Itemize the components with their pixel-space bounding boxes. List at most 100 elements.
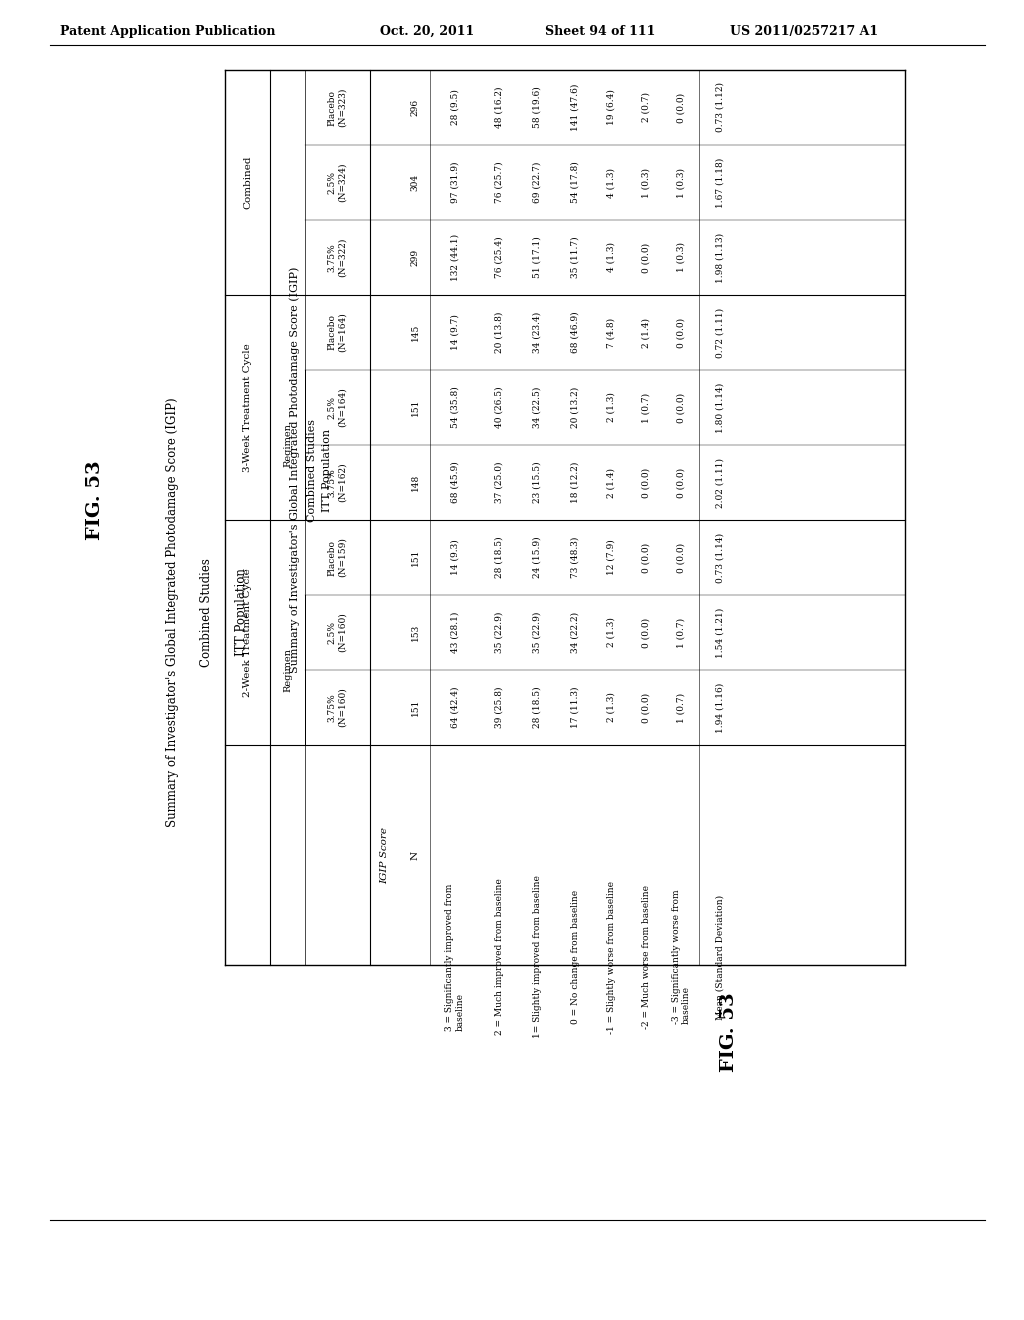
- Text: 20 (13.2): 20 (13.2): [570, 387, 580, 428]
- Text: 0 = No change from baseline: 0 = No change from baseline: [570, 890, 580, 1024]
- Text: Placebo
(N=159): Placebo (N=159): [328, 537, 347, 577]
- Text: 17 (11.3): 17 (11.3): [570, 686, 580, 729]
- Text: 54 (17.8): 54 (17.8): [570, 161, 580, 203]
- Text: 2 = Much improved from baseline: 2 = Much improved from baseline: [495, 879, 504, 1035]
- Text: -2 = Much worse from baseline: -2 = Much worse from baseline: [642, 884, 651, 1030]
- Text: 0 (0.0): 0 (0.0): [642, 618, 651, 648]
- Text: N: N: [411, 850, 420, 859]
- Text: 2 (1.3): 2 (1.3): [607, 618, 616, 647]
- Text: 34 (23.4): 34 (23.4): [532, 312, 542, 354]
- Text: 1.67 (1.18): 1.67 (1.18): [716, 157, 725, 207]
- Text: 64 (42.4): 64 (42.4): [451, 686, 460, 729]
- Text: 153: 153: [411, 624, 420, 642]
- Text: 2.5%
(N=164): 2.5% (N=164): [328, 388, 347, 428]
- Text: 0.73 (1.14): 0.73 (1.14): [716, 532, 725, 582]
- Text: 3.75%
(N=322): 3.75% (N=322): [328, 238, 347, 277]
- Text: 34 (22.5): 34 (22.5): [532, 387, 542, 428]
- Text: 28 (18.5): 28 (18.5): [495, 537, 504, 578]
- Text: 37 (25.0): 37 (25.0): [495, 462, 504, 503]
- Text: 4 (1.3): 4 (1.3): [607, 168, 616, 198]
- Text: 1.94 (1.16): 1.94 (1.16): [716, 682, 725, 733]
- Text: 141 (47.6): 141 (47.6): [570, 83, 580, 131]
- Text: 7 (4.8): 7 (4.8): [607, 317, 616, 347]
- Text: 2 (1.4): 2 (1.4): [607, 467, 616, 498]
- Text: FIG. 53: FIG. 53: [86, 461, 104, 540]
- Text: 54 (35.8): 54 (35.8): [451, 387, 460, 429]
- Text: 1.54 (1.21): 1.54 (1.21): [716, 607, 725, 657]
- Text: 0 (0.0): 0 (0.0): [677, 317, 686, 347]
- Text: 51 (17.1): 51 (17.1): [532, 236, 542, 279]
- Text: 1 (0.7): 1 (0.7): [677, 693, 686, 722]
- Text: 1.80 (1.14): 1.80 (1.14): [716, 383, 725, 433]
- Text: 28 (9.5): 28 (9.5): [451, 90, 460, 125]
- Text: 151: 151: [411, 698, 420, 717]
- Text: 2-Week Treatment Cycle: 2-Week Treatment Cycle: [243, 568, 252, 697]
- Text: 35 (11.7): 35 (11.7): [570, 236, 580, 279]
- Text: Mean (Standard Deviation): Mean (Standard Deviation): [716, 895, 725, 1019]
- Text: 148: 148: [411, 474, 420, 491]
- Text: 151: 151: [411, 399, 420, 416]
- Text: 73 (48.3): 73 (48.3): [570, 537, 580, 578]
- Text: 1 (0.7): 1 (0.7): [677, 618, 686, 648]
- Text: 39 (25.8): 39 (25.8): [495, 686, 504, 729]
- Text: 23 (15.5): 23 (15.5): [532, 462, 542, 503]
- Text: 299: 299: [411, 249, 420, 267]
- Text: 69 (22.7): 69 (22.7): [532, 162, 542, 203]
- Text: 296: 296: [411, 99, 420, 116]
- Text: 3-Week Treatment Cycle: 3-Week Treatment Cycle: [243, 343, 252, 471]
- Text: 0 (0.0): 0 (0.0): [642, 243, 651, 272]
- Text: 18 (12.2): 18 (12.2): [570, 462, 580, 503]
- Text: ITT Population: ITT Population: [234, 569, 248, 656]
- Text: Placebo
(N=164): Placebo (N=164): [328, 313, 347, 352]
- Text: 1= Slightly improved from baseline: 1= Slightly improved from baseline: [532, 875, 542, 1039]
- Text: US 2011/0257217 A1: US 2011/0257217 A1: [730, 25, 879, 38]
- Text: 2.5%
(N=324): 2.5% (N=324): [328, 162, 347, 202]
- Text: 3 = Significantly improved from
baseline: 3 = Significantly improved from baseline: [445, 883, 465, 1031]
- Text: 3.75%
(N=160): 3.75% (N=160): [328, 688, 347, 727]
- Text: 20 (13.8): 20 (13.8): [495, 312, 504, 354]
- Text: 2 (1.3): 2 (1.3): [607, 693, 616, 722]
- Text: 0.72 (1.11): 0.72 (1.11): [716, 308, 725, 358]
- Text: 12 (7.9): 12 (7.9): [607, 540, 616, 576]
- Text: 0 (0.0): 0 (0.0): [642, 467, 651, 498]
- Text: 34 (22.2): 34 (22.2): [570, 612, 580, 653]
- Text: 35 (22.9): 35 (22.9): [532, 611, 542, 653]
- Text: 76 (25.7): 76 (25.7): [495, 161, 504, 203]
- Text: 132 (44.1): 132 (44.1): [451, 234, 460, 281]
- Text: 2.5%
(N=160): 2.5% (N=160): [328, 612, 347, 652]
- Text: 304: 304: [411, 174, 420, 191]
- Text: Combined: Combined: [243, 156, 252, 210]
- Text: 4 (1.3): 4 (1.3): [607, 243, 616, 272]
- Text: Oct. 20, 2011: Oct. 20, 2011: [380, 25, 474, 38]
- Text: 0 (0.0): 0 (0.0): [642, 693, 651, 722]
- Text: 2.02 (1.11): 2.02 (1.11): [716, 458, 725, 507]
- Text: Regimen: Regimen: [283, 424, 292, 467]
- Text: 68 (46.9): 68 (46.9): [570, 312, 580, 354]
- Text: 0 (0.0): 0 (0.0): [677, 92, 686, 123]
- Text: 76 (25.4): 76 (25.4): [495, 236, 504, 279]
- Text: 35 (22.9): 35 (22.9): [495, 611, 504, 653]
- Text: Sheet 94 of 111: Sheet 94 of 111: [545, 25, 655, 38]
- Text: Placebo
(N=323): Placebo (N=323): [328, 88, 347, 127]
- Text: -3 = Significantly worse from
baseline: -3 = Significantly worse from baseline: [672, 890, 691, 1024]
- Text: 48 (16.2): 48 (16.2): [495, 87, 504, 128]
- Text: 151: 151: [411, 549, 420, 566]
- Text: 40 (26.5): 40 (26.5): [495, 387, 504, 428]
- Text: 145: 145: [411, 323, 420, 341]
- Text: 14 (9.3): 14 (9.3): [451, 540, 460, 576]
- Text: Patent Application Publication: Patent Application Publication: [60, 25, 275, 38]
- Text: 1 (0.3): 1 (0.3): [642, 168, 651, 198]
- Text: 97 (31.9): 97 (31.9): [451, 162, 460, 203]
- Text: 28 (18.5): 28 (18.5): [532, 686, 542, 729]
- Text: 0 (0.0): 0 (0.0): [677, 543, 686, 573]
- Text: 2 (0.7): 2 (0.7): [642, 92, 651, 123]
- Text: IGIP Score: IGIP Score: [381, 826, 389, 883]
- Text: 43 (28.1): 43 (28.1): [451, 611, 460, 653]
- Text: ITT Population: ITT Population: [322, 429, 332, 512]
- Text: 14 (9.7): 14 (9.7): [451, 314, 460, 350]
- Text: Combined Studies: Combined Studies: [201, 558, 213, 667]
- Text: Summary of Investigator's Global Integrated Photodamage Score (IGIP): Summary of Investigator's Global Integra…: [166, 397, 179, 828]
- Text: Regimen: Regimen: [283, 648, 292, 692]
- Text: 68 (45.9): 68 (45.9): [451, 462, 460, 503]
- Text: 0 (0.0): 0 (0.0): [677, 392, 686, 422]
